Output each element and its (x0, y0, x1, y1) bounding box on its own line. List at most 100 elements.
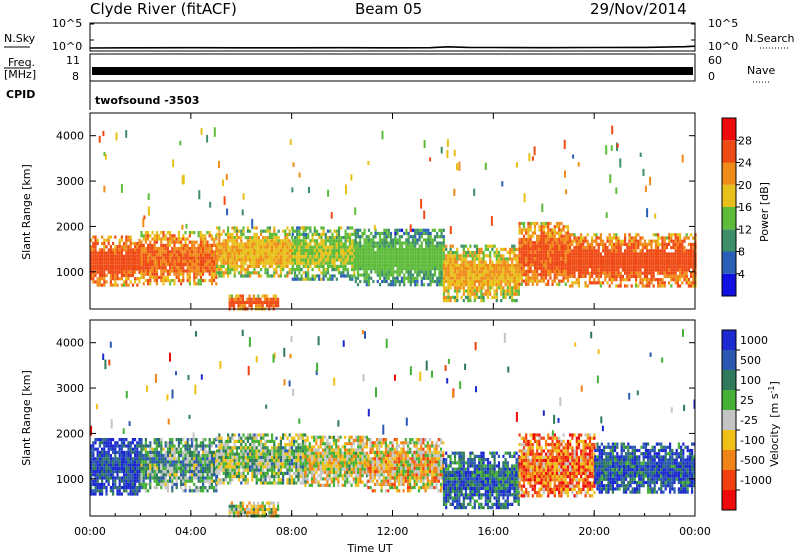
heatmap-cell (608, 271, 611, 275)
heatmap-cell (195, 473, 198, 477)
heatmap-cell (383, 267, 386, 271)
heatmap-cell (193, 269, 196, 273)
heatmap-cell (169, 243, 172, 247)
heatmap-cell (643, 262, 646, 266)
heatmap-cell (96, 280, 99, 284)
heatmap-cell (436, 257, 439, 261)
heatmap-cell (676, 233, 679, 237)
heatmap-cell (431, 238, 434, 242)
heatmap-cell (134, 479, 137, 483)
nsky-label: N.Sky (4, 32, 36, 45)
heatmap-cell (385, 254, 388, 258)
heatmap-cell (615, 278, 618, 282)
heatmap-cell (125, 280, 128, 284)
heatmap-cell (335, 248, 338, 252)
heatmap-cell (164, 279, 167, 283)
heatmap-cell (445, 299, 448, 303)
heatmap-cell (118, 270, 121, 274)
heatmap-cell (92, 254, 95, 258)
heatmap-cell (387, 235, 390, 239)
heatmap-cell (525, 279, 528, 283)
heatmap-cell (562, 244, 565, 248)
heatmap-cell (657, 284, 660, 288)
heatmap-cell (112, 254, 115, 258)
heatmap-cell (663, 281, 666, 285)
heatmap-cell (560, 263, 563, 267)
heatmap-cell (238, 242, 241, 246)
heatmap-cell (202, 259, 205, 263)
heatmap-cell (381, 251, 384, 255)
heatmap-cell (425, 267, 428, 271)
heatmap-cell (502, 276, 505, 280)
heatmap-cell (252, 294, 255, 298)
heatmap-cell (383, 273, 386, 277)
heatmap-cell (389, 254, 393, 258)
heatmap-cell (517, 279, 520, 283)
heatmap-cell (573, 268, 576, 272)
heatmap-cell (513, 292, 516, 296)
heatmap-cell (652, 249, 655, 253)
heatmap-cell (197, 489, 200, 493)
heatmap-cell (327, 189, 330, 197)
heatmap-cell (277, 261, 280, 265)
heatmap-cell (418, 235, 421, 239)
heatmap-cell (107, 444, 110, 448)
heatmap-cell (197, 444, 200, 448)
heatmap-cell (396, 270, 399, 274)
heatmap-cell (506, 260, 509, 264)
heatmap-cell (206, 473, 209, 477)
heatmap-cell (342, 274, 345, 278)
heatmap-cell (94, 273, 97, 278)
heatmap-cell (188, 272, 191, 276)
heatmap-cell (184, 253, 187, 257)
heatmap-cell (173, 476, 176, 480)
nsearch-tick-high: 10^5 (708, 17, 738, 30)
heatmap-cell (668, 271, 671, 275)
heatmap-cell (635, 236, 638, 240)
heatmap-cell (109, 441, 112, 445)
heatmap-cell (346, 226, 349, 230)
heatmap-cell (180, 282, 183, 286)
heatmap-cell (418, 267, 421, 271)
heatmap-cell (690, 262, 693, 266)
heatmap-cell (473, 251, 476, 255)
heatmap-cell (229, 255, 232, 259)
heatmap-cell (96, 489, 99, 493)
heatmap-cell (387, 267, 390, 271)
heatmap-cell (544, 266, 548, 270)
heatmap-cell (475, 292, 479, 296)
heatmap-cell (273, 268, 276, 272)
heatmap-cell (617, 258, 620, 262)
heatmap-cell (184, 231, 187, 235)
heatmap-cell (90, 476, 93, 480)
heatmap-cell (394, 238, 397, 242)
heatmap-cell (378, 283, 382, 287)
heatmap-cell (90, 450, 93, 454)
heatmap-cell (692, 258, 695, 262)
heatmap-cell (471, 267, 474, 271)
heatmap-cell (471, 273, 474, 277)
heatmap-cell (525, 247, 528, 251)
heatmap-cell (480, 273, 483, 277)
heatmap-cell (527, 221, 530, 226)
heatmap-cell (197, 450, 200, 454)
heatmap-cell (405, 231, 408, 236)
heatmap-cell (101, 450, 104, 454)
heatmap-cell (381, 231, 384, 236)
heatmap-cell (129, 264, 132, 268)
heatmap-cell (344, 232, 347, 236)
heatmap-cell (411, 279, 415, 284)
heatmap-cell (676, 239, 679, 243)
heatmap-cell (238, 245, 241, 249)
heatmap-cell (142, 269, 145, 273)
heatmap-cell (131, 479, 134, 483)
heatmap-cell (333, 274, 336, 278)
heatmap-cell (204, 460, 207, 464)
heatmap-cell (639, 152, 642, 157)
heatmap-cell (692, 284, 695, 288)
heatmap-cell (659, 249, 662, 253)
heatmap-cell (320, 271, 323, 275)
heatmap-cell (208, 463, 211, 467)
heatmap-cell (449, 295, 452, 299)
heatmap-cell (486, 292, 490, 296)
